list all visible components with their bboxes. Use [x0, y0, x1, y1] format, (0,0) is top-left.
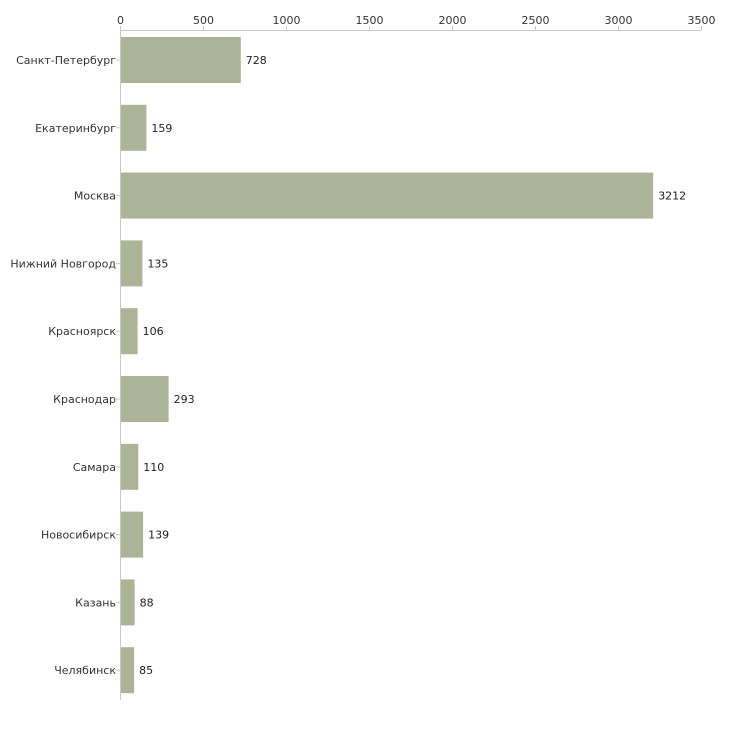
value-labels: 728 159 3212 135 106 293 110 139 88 85 [139, 54, 686, 677]
bar [121, 308, 138, 355]
category-label: Нижний Новгород [10, 257, 116, 270]
category-label: Казань [75, 596, 116, 609]
value-label: 139 [148, 529, 169, 542]
x-tick-label: 1000 [273, 14, 301, 27]
bars-group [121, 37, 654, 694]
value-label: 85 [139, 664, 153, 677]
category-label: Новосибирск [41, 529, 116, 542]
category-label: Челябинск [54, 664, 116, 677]
value-label: 88 [140, 596, 154, 609]
category-label: Краснодар [53, 393, 116, 406]
x-axis: 0 500 1000 1500 2000 2500 3000 3500 [117, 14, 716, 31]
bar [121, 579, 135, 626]
x-tick-label: 500 [193, 14, 214, 27]
bar [121, 443, 139, 490]
value-label: 3212 [658, 190, 686, 203]
category-label: Самара [73, 461, 116, 474]
bar [121, 376, 169, 422]
x-tick-label: 3000 [605, 14, 633, 27]
x-tick-label: 1500 [356, 14, 384, 27]
value-label: 135 [147, 257, 168, 270]
bar [121, 511, 144, 558]
bar [121, 172, 654, 219]
category-label: Красноярск [48, 325, 116, 338]
value-label: 106 [143, 325, 164, 338]
x-tick-label: 0 [117, 14, 124, 27]
value-label: 293 [174, 393, 195, 406]
bar [121, 240, 143, 287]
value-label: 159 [151, 122, 172, 135]
category-labels: Санкт-Петербург Екатеринбург Москва Нижний … [10, 54, 116, 677]
value-label: 728 [246, 54, 267, 67]
category-label: Санкт-Петербург [16, 54, 116, 67]
bar [121, 647, 135, 694]
category-label: Москва [74, 190, 116, 203]
category-label: Екатеринбург [35, 122, 116, 135]
x-tick-label: 2500 [522, 14, 550, 27]
y-axis [116, 30, 121, 700]
x-tick-label: 2000 [439, 14, 467, 27]
bar [121, 104, 147, 151]
value-label: 110 [143, 461, 164, 474]
bar [121, 37, 241, 83]
x-tick-label: 3500 [688, 14, 716, 27]
